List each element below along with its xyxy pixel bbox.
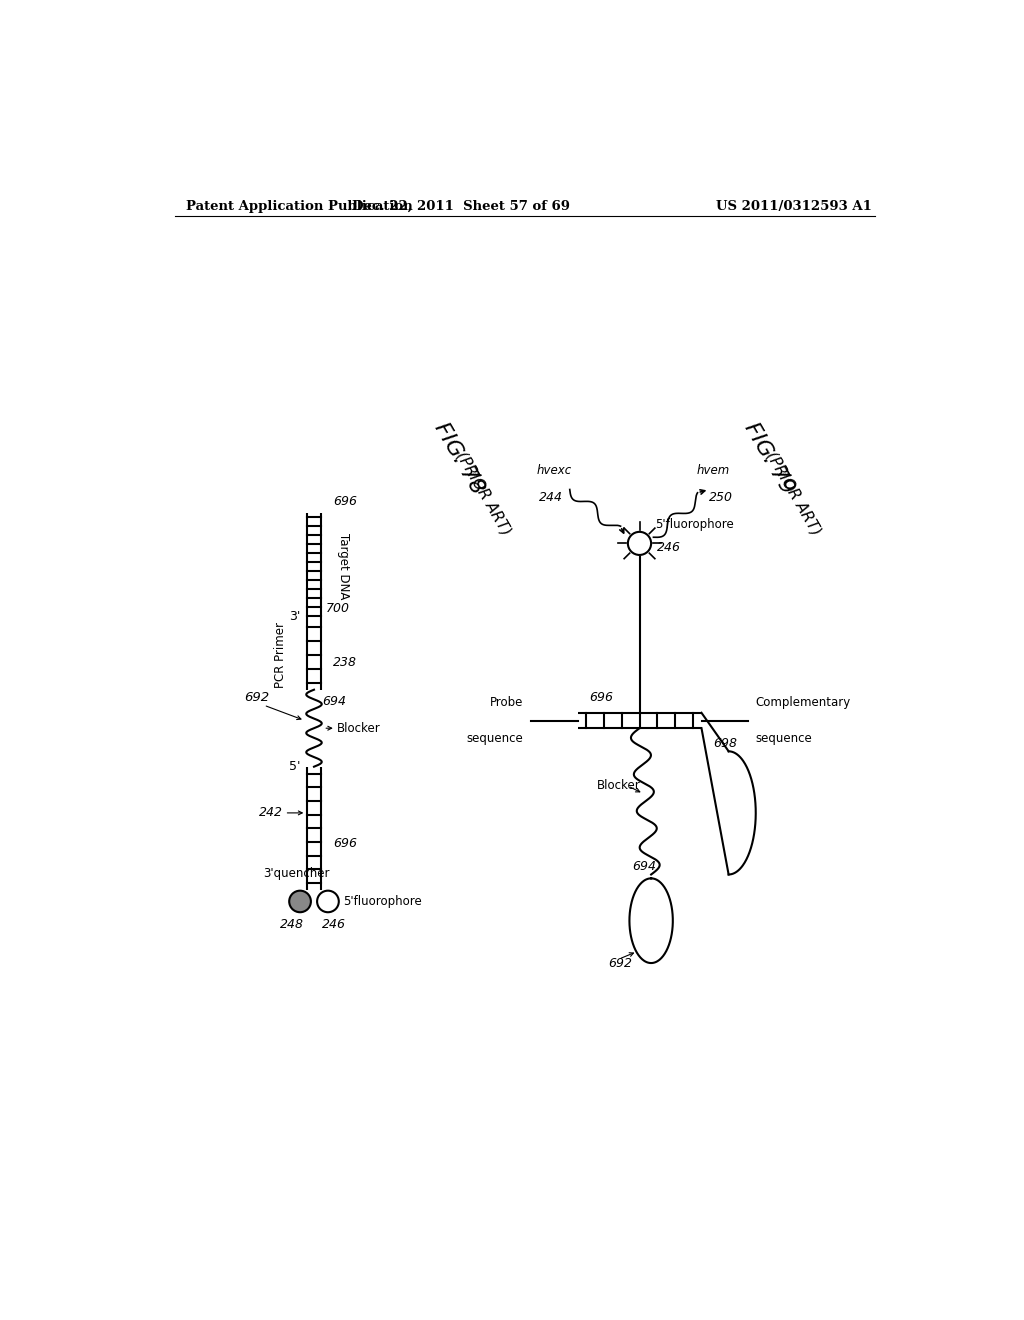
Text: Dec. 22, 2011  Sheet 57 of 69: Dec. 22, 2011 Sheet 57 of 69 [352,199,570,213]
Text: 692: 692 [608,957,633,970]
Text: PCR Primer: PCR Primer [273,622,287,688]
Text: 3'quencher: 3'quencher [263,867,330,880]
Text: Blocker: Blocker [597,779,641,792]
Text: Target DNA: Target DNA [337,533,350,599]
Text: (PRIOR ART): (PRIOR ART) [764,449,823,539]
Text: US 2011/0312593 A1: US 2011/0312593 A1 [716,199,872,213]
Text: (PRIOR ART): (PRIOR ART) [454,449,514,539]
Text: 698: 698 [713,737,737,750]
Text: 5'fluorophore: 5'fluorophore [655,517,734,531]
Text: 694: 694 [632,861,655,874]
Text: hvexc: hvexc [537,463,571,477]
Text: sequence: sequence [467,733,523,744]
Circle shape [317,891,339,912]
Text: 244: 244 [539,491,563,504]
Circle shape [628,532,651,554]
Circle shape [289,891,311,912]
Text: 694: 694 [322,694,346,708]
Text: 3': 3' [289,610,300,623]
Text: Complementary: Complementary [756,696,851,709]
Text: Blocker: Blocker [337,722,381,735]
Text: 5': 5' [289,760,300,774]
Text: sequence: sequence [756,733,812,744]
Text: 700: 700 [326,602,349,615]
Text: 248: 248 [281,917,304,931]
Text: 5'fluorophore: 5'fluorophore [343,895,422,908]
Text: 242: 242 [259,807,283,820]
Text: 250: 250 [710,491,733,504]
Text: 246: 246 [656,541,681,554]
Text: 246: 246 [323,917,346,931]
Text: 696: 696 [334,495,357,508]
Text: Probe: Probe [489,696,523,709]
Text: 238: 238 [334,656,357,669]
Text: 696: 696 [589,690,613,704]
Text: Patent Application Publication: Patent Application Publication [186,199,413,213]
Text: hvem: hvem [696,463,730,477]
Text: 692: 692 [245,690,269,704]
Text: FIG. 78: FIG. 78 [430,420,487,498]
Text: FIG. 79: FIG. 79 [740,420,797,498]
Text: 696: 696 [334,837,357,850]
